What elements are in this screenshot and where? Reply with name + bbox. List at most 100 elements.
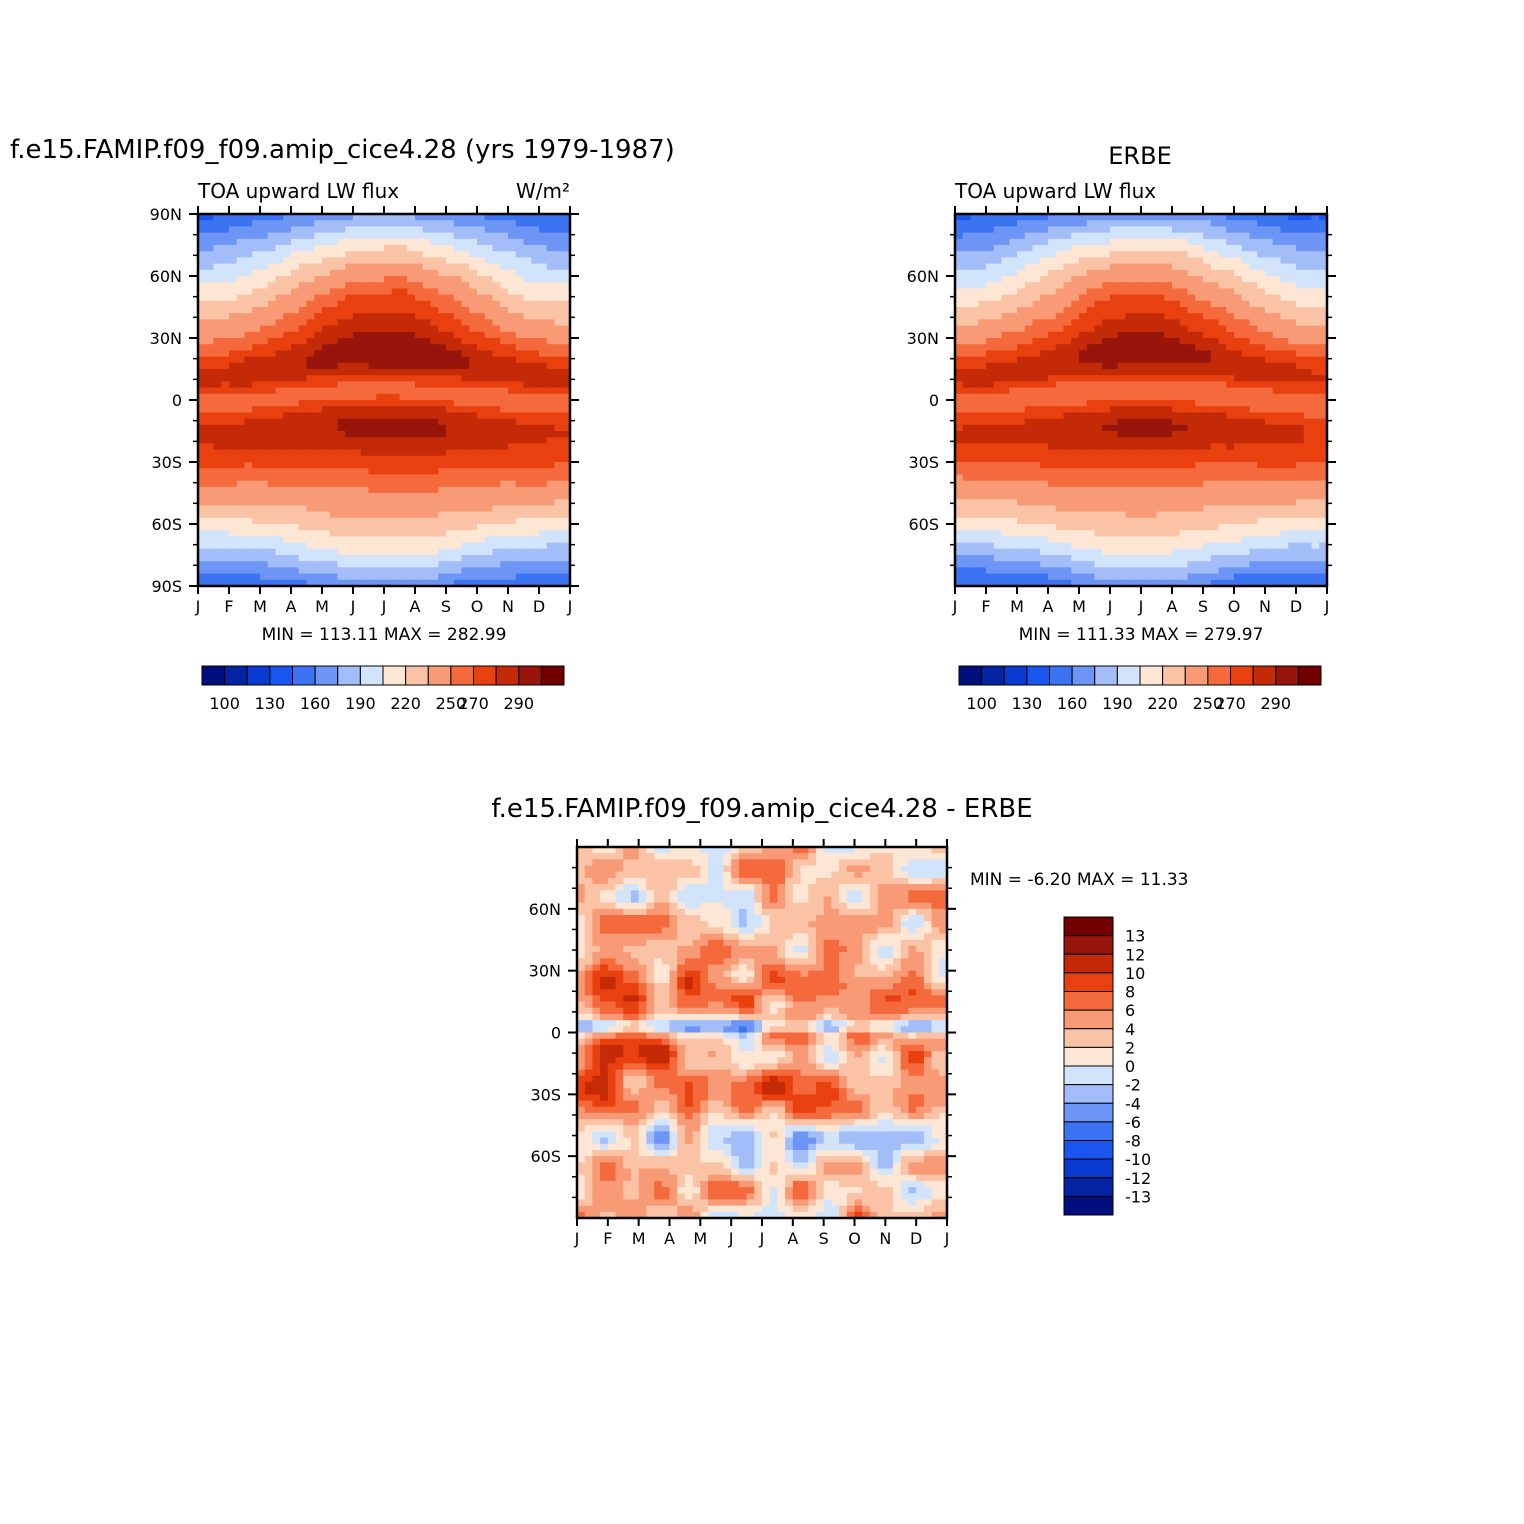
model-cell	[360, 573, 370, 581]
model-cell	[461, 214, 470, 221]
model-cell	[275, 536, 284, 544]
model-cell	[477, 462, 486, 469]
model-cell	[244, 555, 253, 562]
obs-cell	[1048, 474, 1057, 482]
obs-cell	[1094, 269, 1103, 277]
obs-cell	[1117, 406, 1127, 413]
model-cell	[368, 480, 377, 488]
model-cell	[275, 511, 284, 519]
obs-cell	[1117, 548, 1127, 556]
obs-cell	[1117, 381, 1127, 389]
model-cell	[422, 579, 432, 587]
obs-cell	[1110, 431, 1119, 438]
model-cell	[275, 331, 284, 339]
model-cell	[329, 511, 339, 519]
model-cell	[298, 356, 308, 364]
obs-cell	[1117, 369, 1127, 376]
model-cell	[221, 542, 230, 550]
model-cell	[345, 505, 354, 513]
model-cell	[446, 362, 455, 370]
model-cell	[492, 567, 501, 575]
model-cell	[198, 282, 207, 289]
obs-cell	[1172, 269, 1181, 277]
model-cell	[546, 300, 556, 308]
obs-cell	[1172, 251, 1181, 258]
obs-cell	[1156, 517, 1165, 525]
obs-cell	[1032, 344, 1041, 351]
obs-cell	[1086, 238, 1096, 246]
obs-cell	[970, 245, 979, 252]
model-cell	[368, 505, 377, 513]
model-cell	[260, 424, 269, 432]
model-cell	[213, 555, 222, 562]
model-cell	[260, 251, 269, 258]
obs-cell	[1195, 288, 1204, 296]
obs-cell	[1102, 245, 1111, 252]
model-cell	[384, 381, 393, 389]
model-cell	[399, 555, 408, 562]
model-cell	[329, 257, 339, 265]
model-cell	[446, 251, 455, 258]
obs-cell	[1001, 313, 1010, 320]
obs-cell	[1187, 300, 1196, 308]
obs-cell	[1110, 418, 1119, 426]
model-swatch	[405, 665, 429, 686]
model-cell	[205, 257, 215, 265]
obs-cell	[1125, 338, 1134, 345]
model-cell	[492, 288, 501, 296]
model-cell	[244, 381, 253, 389]
model-cell	[446, 468, 455, 475]
model-cell	[430, 424, 439, 432]
model-cell	[298, 232, 308, 240]
obs-cell	[1001, 356, 1010, 364]
model-cell	[453, 338, 463, 345]
model-cell	[484, 499, 494, 506]
model-cell	[407, 542, 416, 550]
obs-cell	[1172, 375, 1181, 382]
obs-cell	[986, 257, 995, 265]
model-cell	[221, 282, 230, 289]
model-cell	[422, 486, 432, 494]
obs-cell	[970, 282, 979, 289]
model-cell	[492, 226, 501, 234]
model-cell	[345, 300, 354, 308]
model-cell	[368, 511, 377, 519]
model-cell	[407, 524, 416, 531]
obs-cell	[1156, 269, 1165, 277]
obs-cell	[1040, 505, 1049, 513]
obs-cell	[1094, 511, 1103, 519]
obs-cell	[1141, 381, 1150, 389]
model-cell	[283, 369, 292, 376]
model-cell	[283, 579, 292, 587]
model-cell	[461, 517, 470, 525]
obs-cell	[1017, 511, 1026, 519]
model-cell	[446, 338, 455, 345]
model-cell	[391, 499, 401, 506]
model-cell	[236, 524, 246, 531]
obs-cell	[1148, 555, 1158, 562]
model-cell	[477, 486, 486, 494]
obs-cell	[1079, 356, 1088, 364]
model-cell	[353, 257, 362, 265]
obs-cell	[1079, 232, 1088, 240]
obs-cell	[1141, 393, 1150, 401]
obs-cell	[1141, 536, 1150, 544]
model-cell	[531, 251, 540, 258]
obs-cell	[978, 325, 987, 333]
model-cell	[244, 437, 253, 444]
model-colorbar-label: 250	[436, 694, 467, 713]
obs-cell	[1117, 536, 1127, 544]
model-cell	[360, 362, 370, 370]
model-cell	[252, 356, 261, 364]
obs-cell	[1094, 300, 1103, 308]
obs-cell	[1179, 257, 1189, 265]
model-cell	[314, 524, 323, 531]
model-cell	[205, 276, 215, 283]
obs-cell	[955, 555, 964, 562]
obs-cell	[955, 437, 964, 444]
model-cell	[562, 319, 571, 327]
model-cell	[531, 263, 540, 271]
obs-cell	[1141, 424, 1150, 432]
model-cell	[345, 412, 354, 420]
obs-cell	[1001, 530, 1010, 537]
